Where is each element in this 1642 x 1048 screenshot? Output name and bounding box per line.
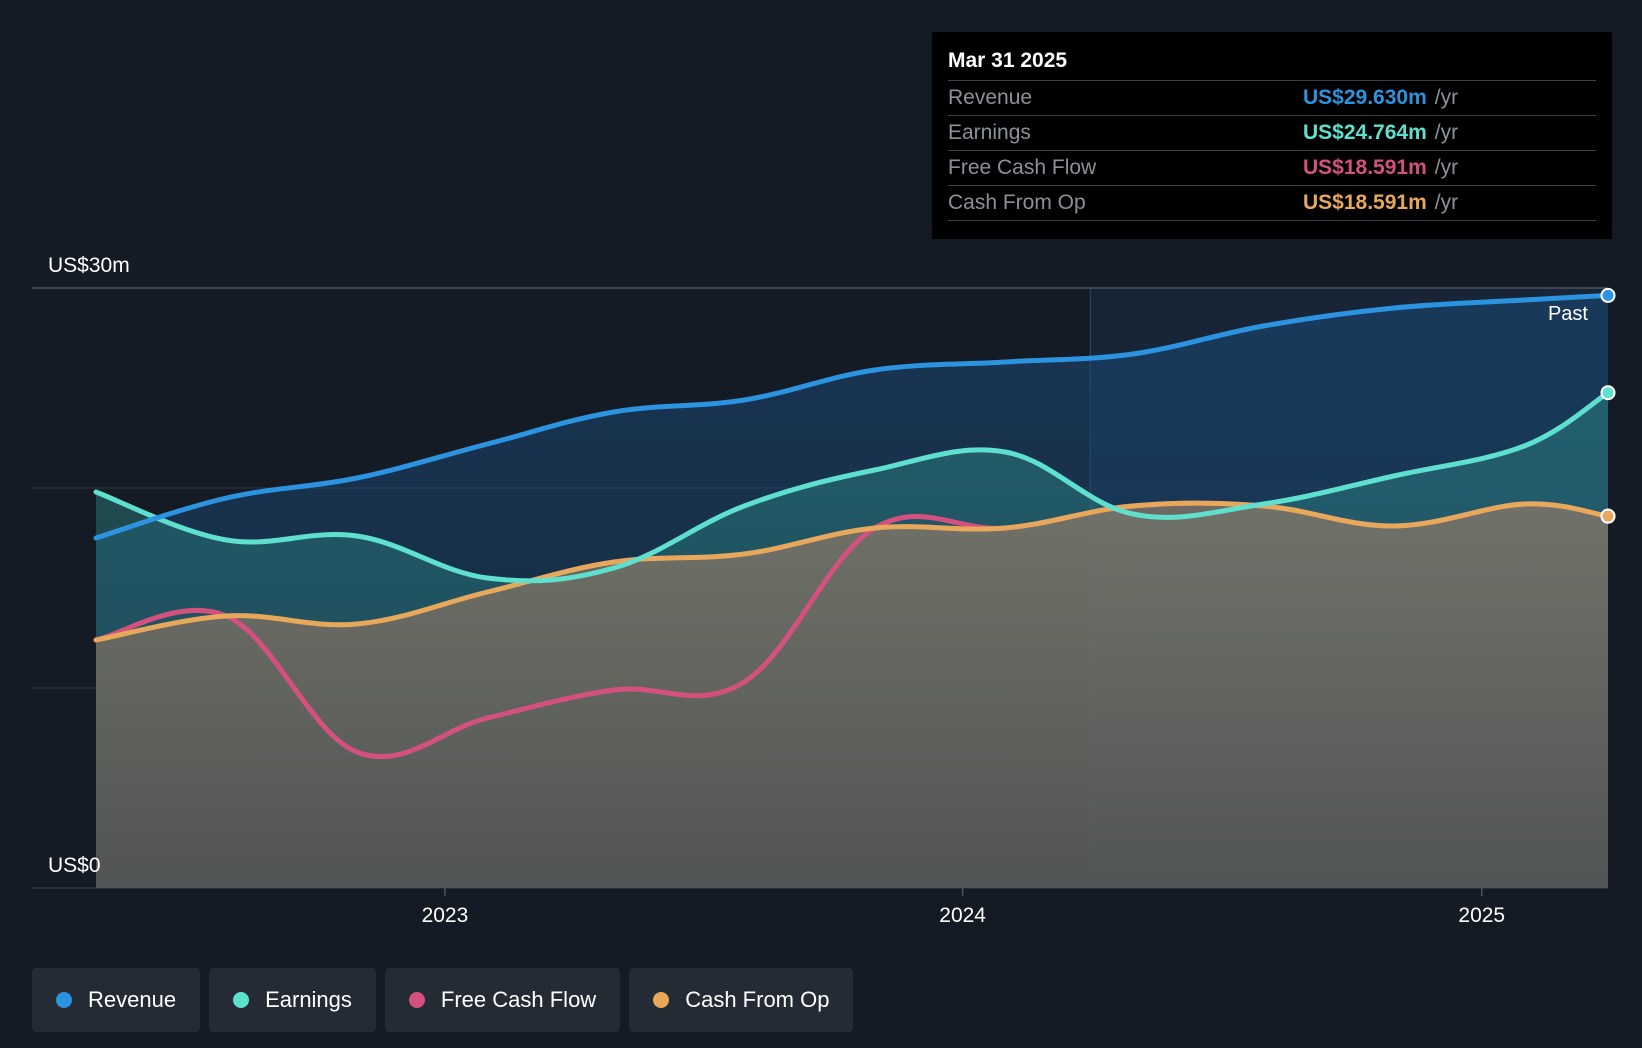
x-tick-label: 2025 — [1458, 904, 1505, 927]
legend-item-revenue[interactable]: Revenue — [32, 968, 201, 1032]
tooltip-row-revenue: Revenue US$29.630m /yr — [948, 80, 1596, 115]
tooltip-unit: /yr — [1434, 156, 1459, 179]
x-tick-label: 2023 — [422, 904, 469, 927]
tooltip-label: Free Cash Flow — [948, 156, 1097, 179]
tooltip-unit: /yr — [1434, 86, 1459, 109]
legend-item-earnings[interactable]: Earnings — [209, 968, 376, 1032]
tooltip-row-earnings: Earnings US$24.764m /yr — [948, 115, 1596, 150]
y-axis-max-label: US$30m — [48, 254, 130, 277]
tooltip-value: US$18.591m — [1303, 191, 1427, 214]
line-earnings — [93, 390, 1611, 584]
endpoint-cash-from-op — [1600, 508, 1616, 524]
legend-dot-icon — [233, 992, 250, 1008]
legend-dot-icon — [56, 992, 72, 1008]
past-label: Past — [1548, 303, 1588, 325]
area-cash-from-op — [96, 503, 1608, 888]
chart-area: US$30m US$0 Past 2023 2024 2025 — [32, 254, 1616, 927]
legend-item-cash-from-op[interactable]: Cash From Op — [629, 968, 854, 1032]
tooltip-label: Revenue — [948, 86, 1033, 109]
tooltip-unit: /yr — [1434, 191, 1459, 214]
tooltip-value: US$18.591m — [1303, 156, 1427, 179]
legend-dot-icon — [408, 992, 425, 1008]
tooltip-label: Cash From Op — [948, 191, 1086, 214]
legend-label: Cash From Op — [685, 987, 830, 1012]
line-revenue — [93, 292, 1611, 541]
tooltip-row-cash-from-op: Cash From Op US$18.591m /yr — [948, 185, 1596, 221]
legend-label: Free Cash Flow — [440, 987, 597, 1012]
legend-label: Revenue — [88, 987, 177, 1012]
endpoint-earnings — [1600, 385, 1616, 401]
legend: Revenue Earnings Free Cash Flow Cash Fro… — [32, 968, 854, 1032]
tooltip-value: US$24.764m — [1303, 121, 1427, 144]
legend-dot-icon — [653, 992, 670, 1008]
line-cash-from-op — [93, 500, 1611, 643]
x-tick-label: 2024 — [939, 904, 986, 927]
tooltip-unit: /yr — [1434, 121, 1459, 144]
tooltip-panel: Mar 31 2025 Revenue US$29.630m /yr Earni… — [932, 32, 1612, 239]
endpoint-revenue — [1600, 287, 1616, 303]
y-axis-min-label: US$0 — [48, 854, 101, 877]
tooltip-value: US$29.630m — [1303, 86, 1427, 109]
legend-label: Earnings — [265, 987, 352, 1012]
tooltip-label: Earnings — [948, 121, 1031, 144]
tooltip-date: Mar 31 2025 — [948, 49, 1068, 72]
legend-item-free-cash-flow[interactable]: Free Cash Flow — [384, 968, 621, 1032]
tooltip-row-free-cash-flow: Free Cash Flow US$18.591m /yr — [948, 150, 1596, 185]
